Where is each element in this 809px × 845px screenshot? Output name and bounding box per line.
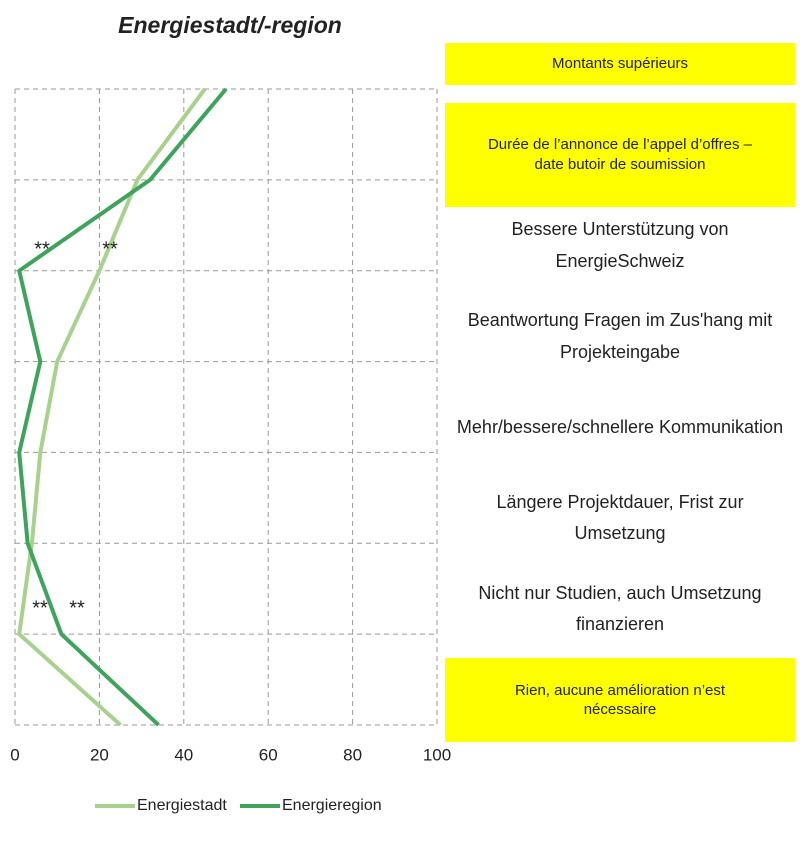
- x-tick-label: 40: [174, 745, 193, 764]
- x-tick-label: 80: [343, 745, 362, 764]
- category-label: Montants supérieurs: [445, 43, 795, 85]
- annotation: **: [32, 597, 48, 619]
- legend-label: Energiestadt: [137, 797, 227, 814]
- line: [17, 87, 207, 727]
- line: [17, 87, 228, 727]
- category-label: Längere Projektdauer, Frist zur Umsetzun…: [496, 491, 744, 544]
- x-tick-label: 60: [259, 745, 278, 764]
- annotation: **: [102, 238, 118, 260]
- annotation: **: [69, 597, 85, 619]
- chart-title: Energiestadt/-region: [118, 12, 342, 38]
- category-label: Beantwortung Fragen im Zus'hang mit Proj…: [467, 310, 773, 362]
- category-label: Mehr/bessere/schnellere Kommunikation: [456, 416, 784, 437]
- x-tick-label: 100: [423, 745, 451, 764]
- x-tick-label: 0: [10, 745, 19, 764]
- annotation: **: [34, 238, 50, 260]
- category-label: Durée de l’annonce de l’appel d’offres –…: [445, 102, 795, 207]
- legend-label: Energieregion: [282, 797, 382, 814]
- category-label: Rien, aucune amélioration n’est nécessai…: [445, 658, 795, 742]
- category-label: Bessere Unterstützung von EnergieSchweiz: [511, 219, 729, 271]
- category-label: Nicht nur Studien, auch Umsetzung finanz…: [478, 582, 762, 635]
- x-tick-label: 20: [90, 745, 109, 764]
